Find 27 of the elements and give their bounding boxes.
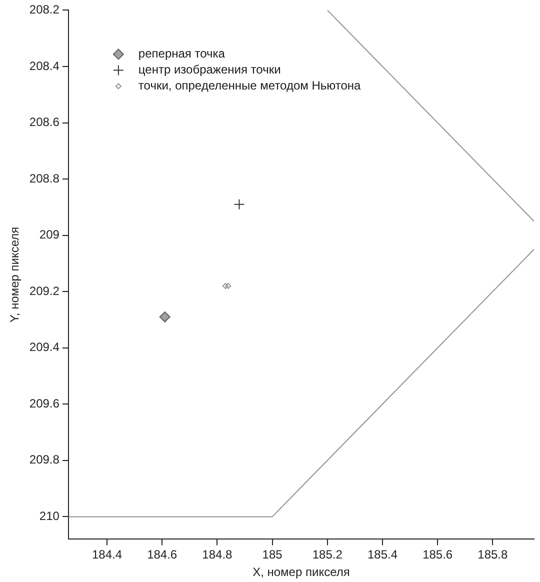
- y-tick-label: 208.6: [29, 115, 60, 130]
- x-tick-label: 185.8: [478, 548, 508, 562]
- x-tick-label: 185.2: [312, 548, 343, 562]
- y-tick-label: 208.4: [29, 58, 60, 73]
- x-tick-label: 185: [262, 548, 283, 562]
- x-tick-label: 184.8: [202, 548, 233, 562]
- point: [222, 282, 228, 289]
- y-tick-label: 209: [39, 228, 60, 242]
- y-tick-label: 208.8: [29, 171, 60, 186]
- x-tick-label: 185.6: [422, 548, 453, 562]
- legend-label: точки, определенные методом Ньютона: [138, 78, 362, 93]
- point: [159, 311, 170, 322]
- y-tick-label: 209.6: [29, 396, 60, 410]
- x-axis-title: X, номер пикселя: [252, 565, 350, 580]
- x-tick-label: 185.4: [367, 548, 398, 562]
- point: [234, 198, 245, 210]
- y-tick-label: 210: [39, 509, 60, 523]
- y-tick-label: 209.4: [29, 340, 60, 354]
- x-tick-label: 184.6: [147, 548, 178, 562]
- y-tick-label: 208.2: [29, 2, 60, 17]
- legend-label: центр изображения точки: [138, 62, 281, 77]
- y-tick-label: 209.8: [29, 452, 60, 467]
- x-tick-label: 184.4: [92, 548, 122, 562]
- legend-label: реперная точка: [138, 46, 226, 61]
- point: [225, 282, 232, 289]
- y-axis-title: Y, номер пикселя: [8, 226, 22, 323]
- y-tick-label: 209.2: [29, 284, 60, 298]
